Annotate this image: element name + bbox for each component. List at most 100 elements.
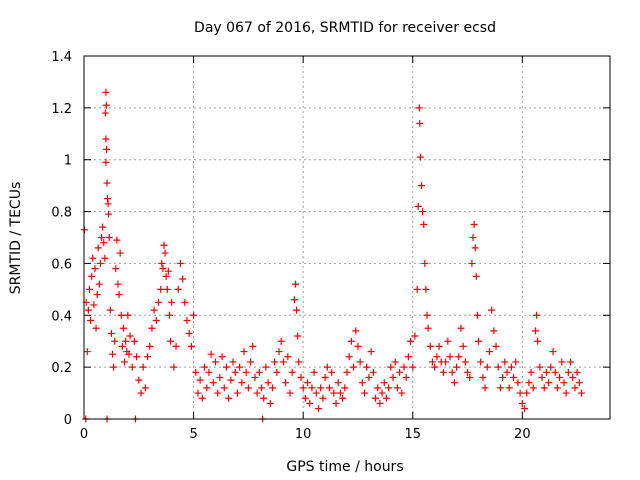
data-point [103, 145, 111, 153]
data-point [290, 296, 298, 304]
data-point [105, 210, 113, 218]
data-point [575, 379, 583, 387]
data-point [404, 353, 412, 361]
data-point [106, 306, 114, 314]
data-point [240, 348, 248, 356]
data-point [472, 272, 480, 280]
data-point [450, 379, 458, 387]
data-point [141, 384, 149, 392]
data-point [194, 389, 202, 397]
data-point [433, 353, 441, 361]
data-point [358, 379, 366, 387]
x-tick-label: 15 [404, 427, 421, 442]
data-point [163, 285, 171, 293]
data-point [299, 384, 307, 392]
data-point [121, 358, 129, 366]
data-point [203, 384, 211, 392]
data-point [415, 104, 423, 112]
data-point [385, 384, 393, 392]
data-point [196, 376, 204, 384]
data-point [83, 348, 91, 356]
data-point [461, 358, 469, 366]
data-point [113, 236, 121, 244]
data-point [172, 342, 180, 350]
data-point [183, 316, 191, 324]
data-point [118, 342, 126, 350]
data-point [179, 275, 187, 283]
data-point [457, 324, 465, 332]
data-point [393, 384, 401, 392]
data-point [181, 298, 189, 306]
data-point [325, 384, 333, 392]
data-point [101, 254, 109, 262]
data-point [380, 379, 388, 387]
data-point [295, 358, 303, 366]
data-point [527, 368, 535, 376]
data-point [512, 358, 520, 366]
data-point [341, 384, 349, 392]
data-point [525, 379, 533, 387]
data-point [339, 394, 347, 402]
data-point [334, 379, 342, 387]
data-point [361, 389, 369, 397]
data-point [286, 389, 294, 397]
data-point [540, 384, 548, 392]
data-point [479, 374, 487, 382]
data-point [135, 376, 143, 384]
data-point [107, 329, 115, 337]
data-point [483, 363, 491, 371]
data-point [469, 234, 477, 241]
data-point [89, 254, 97, 262]
data-point [125, 350, 133, 358]
data-point [323, 363, 331, 371]
data-point [102, 135, 110, 143]
data-point [494, 363, 502, 371]
y-axis-label: SRMTID / TECUs [8, 182, 24, 295]
data-point [102, 101, 110, 109]
data-point [92, 324, 100, 332]
data-point [258, 384, 266, 392]
data-point [473, 311, 481, 319]
data-point [464, 368, 472, 376]
data-point [421, 259, 429, 267]
data-point [144, 353, 152, 361]
data-point [382, 394, 390, 402]
data-point [304, 379, 312, 387]
x-axis-label: GPS time / hours [286, 459, 403, 475]
data-point [124, 311, 132, 319]
data-point [284, 353, 292, 361]
data-point [347, 337, 355, 345]
data-point [128, 363, 136, 371]
data-point [321, 374, 329, 382]
data-point [91, 265, 99, 273]
data-point [416, 119, 424, 127]
data-point [407, 337, 415, 345]
x-axis-ticks: 0 5 10 15 20 [80, 56, 531, 442]
data-point [198, 394, 206, 402]
data-point [536, 363, 544, 371]
data-point [233, 389, 241, 397]
data-point [531, 327, 539, 335]
y-tick-label: 0.6 [51, 257, 72, 272]
data-point [102, 88, 110, 96]
data-point [312, 389, 320, 397]
data-point [161, 249, 169, 257]
data-point [249, 342, 257, 350]
grid-lines [84, 56, 610, 419]
data-point [414, 202, 422, 210]
data-point [310, 368, 318, 376]
data-point [288, 368, 296, 376]
data-point [238, 379, 246, 387]
data-point [516, 389, 524, 397]
data-point [110, 363, 118, 371]
data-point [102, 158, 110, 166]
data-point [155, 298, 163, 306]
x-tick-label: 10 [295, 427, 312, 442]
data-point [518, 399, 526, 407]
data-point [165, 311, 173, 319]
data-point [411, 332, 419, 340]
data-point [426, 342, 434, 350]
data-point [562, 389, 570, 397]
data-point [209, 379, 217, 387]
